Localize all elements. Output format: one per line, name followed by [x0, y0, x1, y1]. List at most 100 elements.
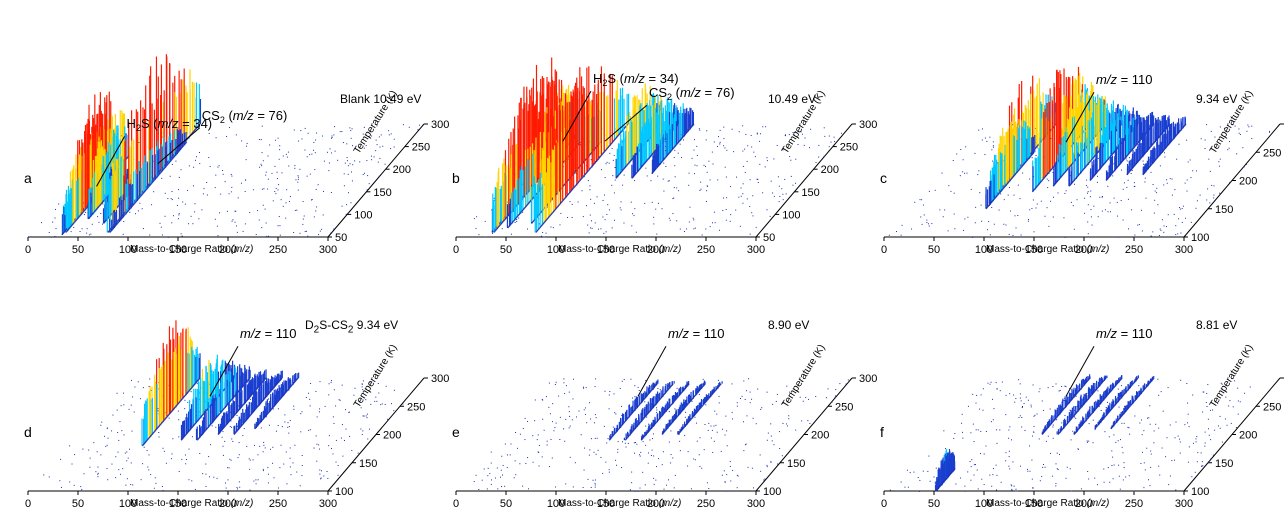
data-point	[1160, 229, 1161, 230]
data-point	[178, 189, 179, 190]
data-point	[128, 458, 129, 459]
data-point	[502, 475, 503, 476]
data-point	[213, 477, 214, 478]
data-point	[618, 441, 619, 442]
data-point	[1102, 196, 1103, 197]
data-point	[609, 391, 610, 392]
data-point	[759, 164, 760, 165]
data-point	[595, 487, 596, 488]
data-point	[245, 180, 246, 181]
data-point	[1020, 383, 1021, 384]
data-point	[809, 423, 810, 424]
data-point	[767, 466, 768, 467]
data-point	[972, 237, 973, 238]
data-point	[129, 409, 130, 410]
data-point	[1018, 417, 1019, 418]
data-point	[314, 216, 315, 217]
data-point	[782, 423, 783, 424]
data-point	[933, 476, 934, 477]
data-point	[74, 454, 75, 455]
data-point	[309, 399, 310, 400]
data-point	[1042, 467, 1043, 468]
y-tick-label: 50	[763, 232, 775, 244]
data-point	[474, 218, 475, 219]
data-point	[578, 202, 579, 203]
data-point	[538, 434, 539, 435]
data-point	[253, 189, 254, 190]
data-point	[1088, 233, 1089, 234]
data-point	[693, 459, 694, 460]
data-point	[1134, 491, 1135, 492]
data-point	[1011, 439, 1012, 440]
data-point	[327, 152, 328, 153]
data-point	[30, 236, 31, 237]
data-point	[277, 178, 278, 179]
data-point	[131, 462, 132, 463]
text-part: S-CS	[319, 318, 348, 332]
data-point	[634, 180, 635, 181]
data-point	[742, 203, 743, 204]
data-point	[97, 216, 98, 217]
data-point	[980, 453, 981, 454]
data-point	[1061, 422, 1062, 423]
data-point	[993, 147, 994, 148]
text-part: 9.34 eV	[353, 318, 398, 332]
data-point	[1032, 436, 1033, 437]
data-point	[725, 167, 726, 168]
data-point	[376, 401, 377, 402]
data-point	[191, 391, 192, 392]
data-point	[279, 159, 280, 160]
data-point	[294, 130, 295, 131]
data-point	[541, 236, 542, 237]
data-point	[918, 477, 919, 478]
data-point	[705, 404, 706, 405]
data-point	[149, 454, 150, 455]
data-point	[1193, 443, 1194, 444]
data-point	[301, 138, 302, 139]
data-point	[694, 165, 695, 166]
data-point	[733, 151, 734, 152]
data-point	[300, 431, 301, 432]
data-point	[376, 140, 377, 141]
data-point	[126, 460, 127, 461]
data-point	[1219, 193, 1220, 194]
data-point	[993, 468, 994, 469]
data-point	[1109, 482, 1110, 483]
data-point	[981, 394, 982, 395]
data-point	[914, 202, 915, 203]
data-point	[1269, 132, 1270, 133]
data-point	[279, 225, 280, 226]
data-point	[656, 412, 657, 413]
data-point	[246, 146, 247, 147]
data-point	[1170, 475, 1171, 476]
data-point	[172, 164, 173, 165]
data-point	[595, 378, 596, 379]
data-point	[704, 165, 705, 166]
data-point	[1175, 422, 1176, 423]
data-point	[322, 136, 323, 137]
data-point	[290, 458, 291, 459]
data-point	[1139, 423, 1140, 424]
data-point	[81, 489, 82, 490]
data-point	[181, 233, 182, 234]
data-point	[1042, 400, 1043, 401]
data-point	[583, 487, 584, 488]
data-point	[1048, 387, 1049, 388]
data-point	[962, 414, 963, 415]
data-point	[1214, 430, 1215, 431]
y-tick-label: 250	[407, 401, 425, 413]
data-point	[606, 442, 607, 443]
data-point	[1156, 188, 1157, 189]
data-point	[129, 212, 130, 213]
data-point	[162, 490, 163, 491]
data-point	[555, 384, 556, 385]
data-point	[80, 231, 81, 232]
data-point	[635, 442, 636, 443]
data-point	[325, 406, 326, 407]
data-point	[750, 392, 751, 393]
data-point	[743, 421, 744, 422]
data-point	[928, 456, 929, 457]
data-point	[1174, 460, 1175, 461]
data-point	[1021, 427, 1022, 428]
